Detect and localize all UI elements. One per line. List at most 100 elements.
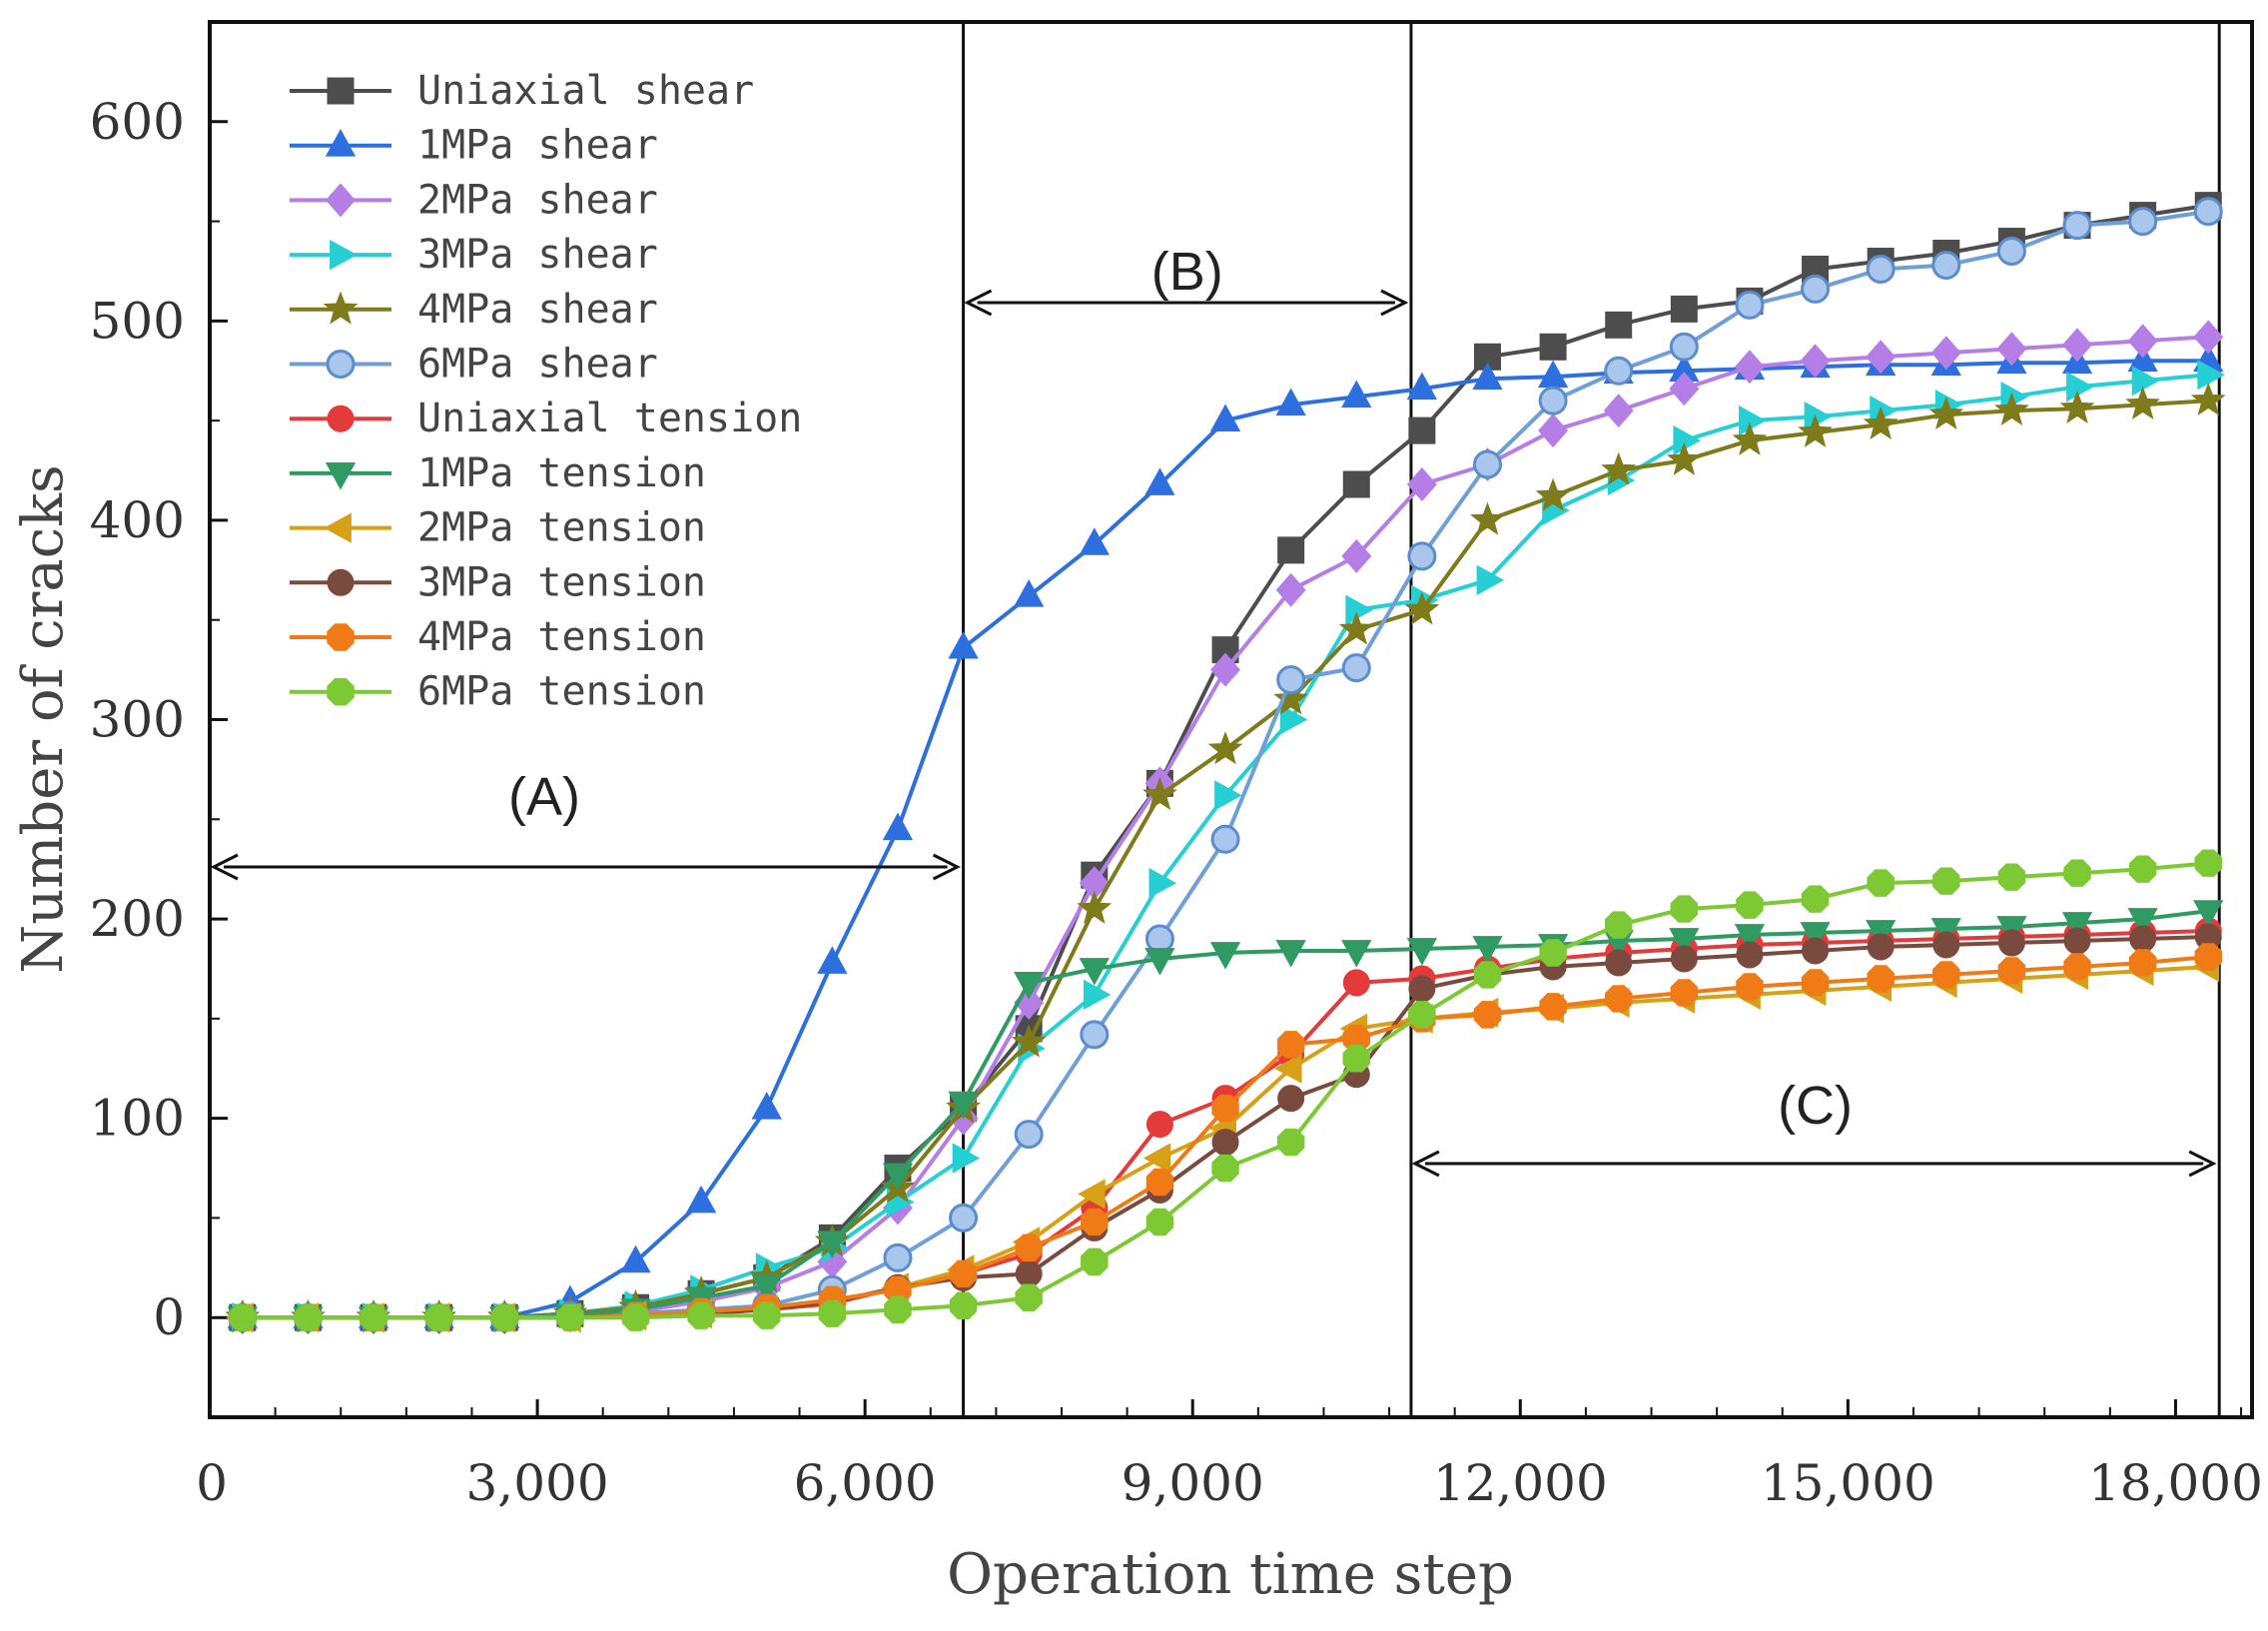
data-point (1739, 405, 1767, 436)
data-point (1673, 424, 1701, 456)
data-point (1338, 611, 1374, 645)
x-tick-label: 15,000 (1761, 1454, 1935, 1512)
data-point (1866, 254, 1895, 284)
data-point (1670, 945, 1698, 973)
data-point (360, 1303, 387, 1331)
data-point (751, 1092, 782, 1120)
data-point (1539, 939, 1567, 967)
legend-item: Uniaxial shear (290, 68, 754, 114)
legend-marker (327, 77, 355, 105)
legend-item: 4MPa shear (290, 287, 658, 333)
legend-label: 4MPa shear (417, 287, 658, 333)
y-tick-label: 600 (90, 93, 185, 151)
data-point (1345, 594, 1373, 625)
region-boundaries (962, 22, 2221, 1417)
data-point (1275, 572, 1306, 607)
data-point (1142, 1143, 1171, 1174)
data-point (229, 1303, 257, 1331)
legend-label: 1MPa shear (417, 123, 658, 169)
data-point (1732, 421, 1768, 455)
data-point (1472, 936, 1503, 964)
legend-item: 2MPa tension (290, 505, 706, 551)
legend-item: 1MPa shear (290, 123, 658, 169)
legend-item: 1MPa tension (290, 450, 706, 496)
data-point (2194, 849, 2222, 877)
data-point (1145, 1168, 1174, 1197)
legend-marker (325, 129, 357, 157)
data-point (1275, 940, 1306, 968)
data-point (1078, 1179, 1106, 1210)
data-point (1015, 1233, 1043, 1262)
data-point (1342, 470, 1370, 498)
data-point (2062, 211, 2092, 241)
legend-marker (327, 623, 355, 651)
data-point (1079, 527, 1110, 555)
arrow-head-right (932, 853, 961, 881)
data-point (1670, 895, 1699, 923)
data-point (1801, 969, 1830, 997)
data-point (2194, 943, 2222, 971)
data-point (1931, 250, 1961, 280)
legend-item: 6MPa shear (290, 342, 658, 388)
data-point (1079, 958, 1110, 986)
data-point (1605, 985, 1633, 1013)
region-arrow-2: (B) (964, 242, 1409, 317)
data-point (751, 1274, 782, 1302)
data-point (1211, 1154, 1239, 1183)
data-point (2127, 344, 2158, 373)
data-point (1736, 941, 1764, 969)
data-point (1214, 780, 1242, 811)
data-point (1408, 975, 1436, 1003)
data-point (2197, 360, 2225, 391)
data-point (884, 1295, 912, 1323)
x-tick-label: 9,000 (1122, 1454, 1264, 1512)
x-tick-label: 3,000 (466, 1454, 609, 1512)
data-point (1342, 1045, 1370, 1073)
data-point (2129, 925, 2157, 953)
data-point (1406, 372, 1438, 401)
data-point (2190, 382, 2226, 416)
x-tick-label: 18,000 (2088, 1454, 2263, 1512)
data-point (1867, 933, 1894, 961)
data-point (620, 1244, 651, 1273)
data-point (1145, 1208, 1174, 1236)
legend-item: 3MPa shear (290, 232, 658, 278)
x-tick-label: 6,000 (794, 1454, 937, 1512)
data-point (1279, 704, 1308, 735)
data-point (1538, 386, 1568, 415)
data-point (1408, 416, 1436, 444)
data-point (1800, 922, 1831, 950)
data-point (1997, 863, 2026, 891)
arrow-head-left (964, 289, 993, 317)
region-arrow-3: (C) (1411, 1076, 2217, 1178)
legend-label: Uniaxial tension (417, 396, 802, 441)
data-point (1274, 1053, 1302, 1084)
arrow-head-left (1411, 1150, 1440, 1178)
data-point (1276, 665, 1306, 695)
data-point (1867, 965, 1894, 993)
data-point (1211, 1094, 1239, 1123)
arrow-head-right (2188, 1150, 2217, 1178)
data-point (1734, 924, 1766, 952)
data-point (1011, 1024, 1047, 1058)
legend-item: Uniaxial tension (290, 396, 802, 441)
region-label: (B) (1151, 242, 1223, 302)
data-point (1470, 501, 1505, 535)
data-point (1601, 451, 1637, 485)
data-point (490, 1303, 518, 1331)
y-tick-label: 200 (90, 890, 185, 948)
legend-label: Uniaxial shear (417, 68, 754, 114)
data-point (1736, 973, 1764, 1001)
data-point (1866, 340, 1896, 375)
data-point (2193, 320, 2224, 355)
legend-label: 4MPa tension (417, 614, 706, 660)
data-point (1867, 869, 1894, 897)
legend: Uniaxial shear 1MPa shear 2MPa shear 3MPa s… (290, 68, 802, 715)
x-tick-label: 0 (196, 1454, 228, 1512)
data-point (1801, 274, 1831, 304)
data-point (817, 946, 848, 974)
data-point (2131, 366, 2160, 397)
data-point (1670, 295, 1698, 323)
axis-ticks: 0 3,000 6,000 9,000 12,000 15,000 18,000 0 100 20… (90, 21, 2263, 1512)
data-point (882, 1163, 914, 1192)
